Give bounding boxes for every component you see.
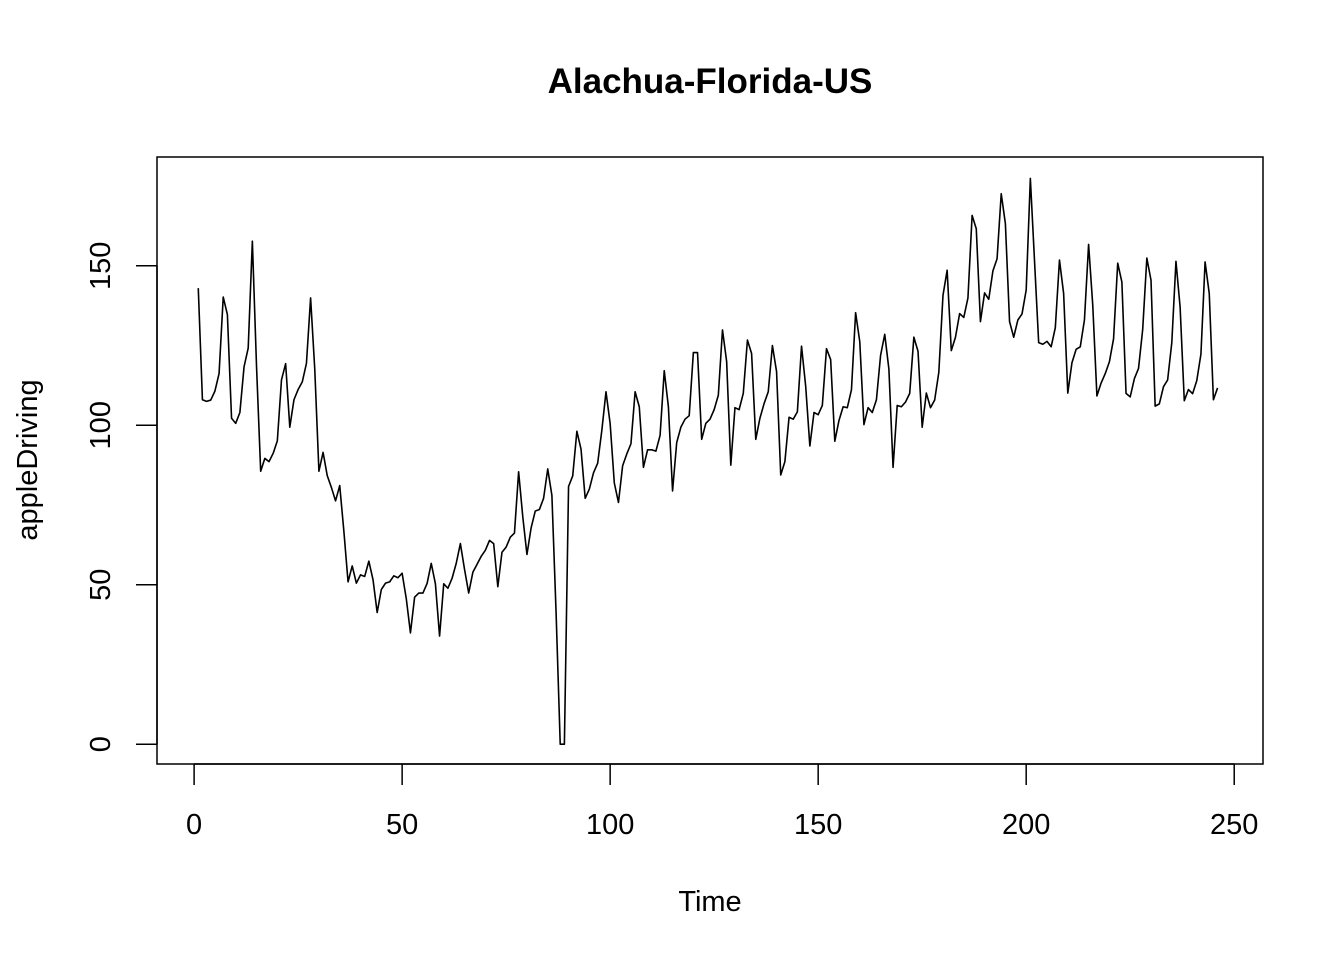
x-tick-label: 150 (794, 809, 842, 841)
x-tick-label: 200 (1002, 809, 1050, 841)
y-axis-label: appleDriving (12, 379, 44, 540)
x-tick-label: 250 (1210, 809, 1258, 841)
y-tick-label: 150 (85, 242, 117, 290)
x-tick-label: 50 (386, 809, 418, 841)
chart-title: Alachua-Florida-US (548, 62, 873, 101)
y-tick-label: 0 (85, 736, 117, 752)
x-tick-label: 100 (586, 809, 634, 841)
x-axis-label: Time (678, 886, 741, 918)
y-tick-label: 100 (85, 401, 117, 449)
y-axis: 0 50 100 150 (85, 242, 158, 752)
x-tick-label: 0 (186, 809, 202, 841)
plot-frame (156, 156, 1264, 765)
y-tick-label: 50 (85, 569, 117, 601)
series-line (197, 177, 1219, 746)
x-axis: 0 50 100 150 200 250 (186, 763, 1258, 841)
